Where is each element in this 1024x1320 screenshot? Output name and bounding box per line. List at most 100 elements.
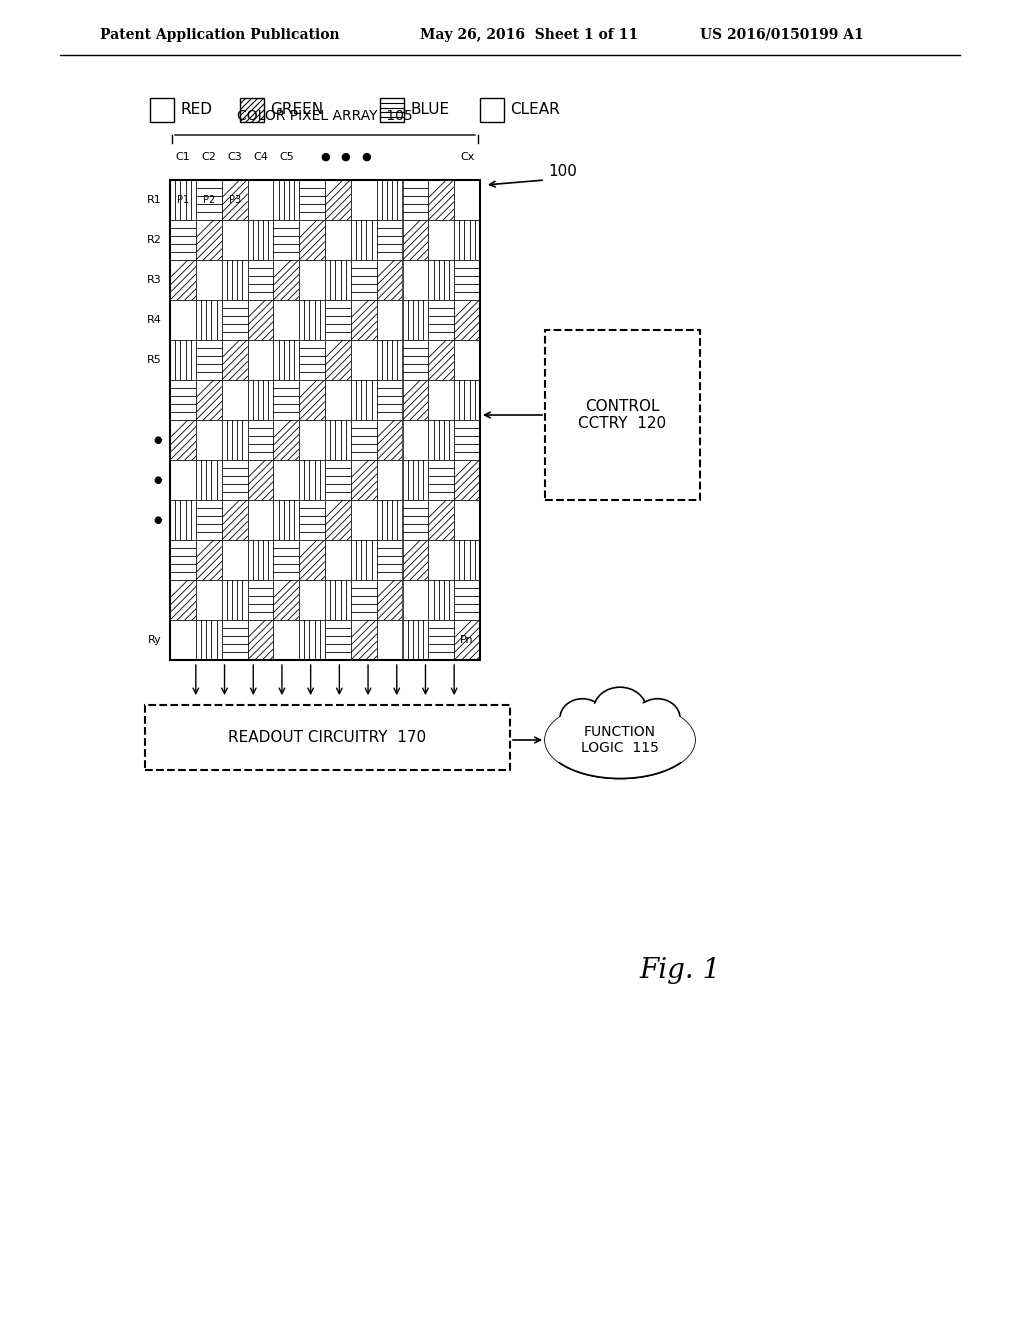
Bar (377, 459, 402, 500)
Bar (325, 459, 351, 500)
Text: FUNCTION
LOGIC  115: FUNCTION LOGIC 115 (581, 725, 658, 755)
Bar (196, 579, 221, 620)
Bar (196, 459, 221, 500)
Bar (170, 500, 196, 540)
Bar (221, 540, 248, 579)
Bar (273, 579, 299, 620)
Bar (248, 579, 273, 620)
Bar (377, 220, 402, 260)
Bar (455, 540, 480, 579)
Bar (221, 341, 248, 380)
Bar (377, 341, 402, 380)
Bar (402, 540, 428, 579)
Bar (221, 300, 248, 341)
Bar (248, 620, 273, 660)
Bar (240, 98, 264, 121)
Bar (248, 540, 273, 579)
Bar (455, 300, 480, 341)
Bar (402, 579, 428, 620)
Text: R5: R5 (147, 355, 162, 366)
Bar (170, 260, 196, 300)
Bar (170, 180, 480, 660)
Bar (299, 341, 325, 380)
Bar (377, 180, 402, 220)
Bar (170, 459, 196, 500)
Bar (273, 540, 299, 579)
Bar (402, 220, 428, 260)
Bar (377, 420, 402, 459)
Bar (196, 341, 221, 380)
Bar (325, 341, 351, 380)
Bar (170, 300, 196, 341)
Bar (221, 180, 248, 220)
Bar (299, 380, 325, 420)
Bar (377, 579, 402, 620)
Text: P2: P2 (203, 195, 215, 205)
Text: CLEAR: CLEAR (510, 103, 560, 117)
Bar (299, 500, 325, 540)
Bar (428, 579, 455, 620)
Bar (428, 300, 455, 341)
Bar (196, 540, 221, 579)
Text: Fig. 1: Fig. 1 (639, 957, 721, 983)
Bar (248, 300, 273, 341)
Bar (325, 260, 351, 300)
Text: ●: ● (321, 152, 330, 162)
Ellipse shape (545, 701, 695, 779)
Bar (221, 220, 248, 260)
FancyBboxPatch shape (545, 330, 700, 500)
Text: C4: C4 (253, 152, 268, 162)
Text: P3: P3 (228, 195, 241, 205)
Bar (299, 420, 325, 459)
Bar (170, 540, 196, 579)
Bar (428, 220, 455, 260)
Text: ●: ● (341, 152, 350, 162)
Bar (299, 300, 325, 341)
Bar (248, 180, 273, 220)
Bar (170, 220, 196, 260)
Bar (325, 540, 351, 579)
Bar (325, 500, 351, 540)
Bar (170, 380, 196, 420)
Bar (428, 180, 455, 220)
Bar (455, 180, 480, 220)
Bar (377, 500, 402, 540)
Bar (402, 341, 428, 380)
Bar (196, 380, 221, 420)
Text: BLUE: BLUE (410, 103, 450, 117)
Bar (273, 459, 299, 500)
Bar (455, 500, 480, 540)
Bar (380, 98, 404, 121)
Bar (428, 620, 455, 660)
Bar (196, 220, 221, 260)
Text: Patent Application Publication: Patent Application Publication (100, 28, 340, 42)
Bar (351, 380, 377, 420)
Bar (248, 341, 273, 380)
Bar (402, 260, 428, 300)
Text: Ry: Ry (148, 635, 162, 645)
Bar (455, 380, 480, 420)
Text: ●: ● (361, 152, 372, 162)
Bar (351, 420, 377, 459)
Text: CONTROL
CCTRY  120: CONTROL CCTRY 120 (579, 399, 667, 432)
Bar (402, 620, 428, 660)
Bar (402, 420, 428, 459)
Bar (377, 300, 402, 341)
Bar (455, 260, 480, 300)
Bar (455, 420, 480, 459)
Bar (377, 380, 402, 420)
Bar (170, 620, 196, 660)
Bar (480, 98, 504, 121)
Ellipse shape (635, 698, 680, 738)
Bar (299, 180, 325, 220)
Text: C5: C5 (279, 152, 294, 162)
Bar (325, 180, 351, 220)
FancyBboxPatch shape (145, 705, 510, 770)
Text: READOUT CIRCUITRY  170: READOUT CIRCUITRY 170 (228, 730, 427, 744)
Text: P1: P1 (177, 195, 189, 205)
Text: ●: ● (154, 515, 162, 525)
Bar (428, 459, 455, 500)
Bar (248, 220, 273, 260)
Bar (221, 260, 248, 300)
Text: May 26, 2016  Sheet 1 of 11: May 26, 2016 Sheet 1 of 11 (420, 28, 638, 42)
